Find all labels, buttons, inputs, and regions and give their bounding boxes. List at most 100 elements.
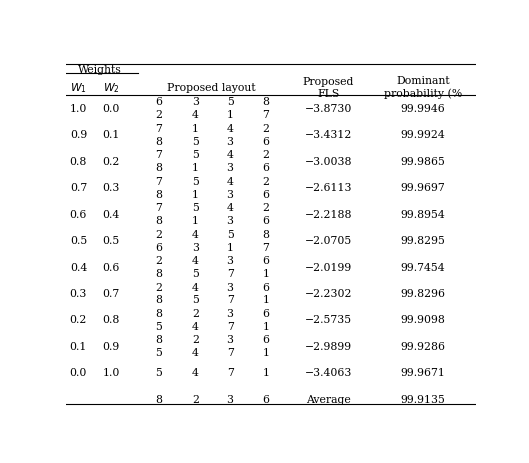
Text: 3: 3 (226, 163, 234, 173)
Text: 8: 8 (155, 189, 162, 199)
Text: 3: 3 (226, 282, 234, 292)
Text: −3.8730: −3.8730 (305, 104, 352, 114)
Text: 4: 4 (192, 256, 199, 266)
Text: 0.8: 0.8 (70, 156, 87, 166)
Text: 0.1: 0.1 (103, 130, 120, 140)
Text: 5: 5 (192, 295, 199, 305)
Text: 2: 2 (192, 308, 199, 318)
Text: 1: 1 (262, 368, 269, 377)
Text: Proposed
FLS: Proposed FLS (303, 76, 354, 99)
Text: 0.6: 0.6 (103, 262, 120, 272)
Text: 7: 7 (227, 295, 233, 305)
Text: 6: 6 (155, 242, 162, 252)
Text: 0.4: 0.4 (70, 262, 87, 272)
Text: 7: 7 (155, 124, 162, 134)
Text: 2: 2 (155, 282, 162, 292)
Text: 99.9697: 99.9697 (400, 183, 445, 193)
Text: $W_1$: $W_1$ (70, 81, 87, 94)
Text: 99.9671: 99.9671 (400, 368, 445, 377)
Text: 4: 4 (227, 124, 233, 134)
Text: 8: 8 (155, 216, 162, 225)
Text: 0.9: 0.9 (103, 341, 120, 351)
Text: 8: 8 (155, 269, 162, 278)
Text: 8: 8 (155, 295, 162, 305)
Text: 3: 3 (226, 137, 234, 146)
Text: 6: 6 (262, 394, 269, 404)
Text: 1.0: 1.0 (103, 368, 120, 377)
Text: 2: 2 (262, 203, 269, 213)
Text: 5: 5 (155, 348, 162, 357)
Text: 99.9098: 99.9098 (400, 315, 445, 325)
Text: 1.0: 1.0 (70, 104, 87, 114)
Text: 5: 5 (192, 203, 199, 213)
Text: 3: 3 (226, 189, 234, 199)
Text: 5: 5 (227, 97, 233, 107)
Text: 1: 1 (192, 163, 199, 173)
Text: 99.8954: 99.8954 (400, 209, 445, 219)
Text: 99.9946: 99.9946 (400, 104, 445, 114)
Text: 3: 3 (192, 242, 199, 252)
Text: 0.7: 0.7 (70, 183, 87, 193)
Text: 0.2: 0.2 (70, 315, 87, 325)
Text: −2.9899: −2.9899 (305, 341, 352, 351)
Text: 2: 2 (155, 110, 162, 120)
Text: 0.0: 0.0 (103, 104, 120, 114)
Text: 7: 7 (227, 368, 233, 377)
Text: 7: 7 (155, 203, 162, 213)
Text: 4: 4 (192, 282, 199, 292)
Text: 1: 1 (192, 124, 199, 134)
Text: 0.8: 0.8 (103, 315, 120, 325)
Text: 7: 7 (155, 176, 162, 187)
Text: 8: 8 (155, 137, 162, 146)
Text: 4: 4 (192, 368, 199, 377)
Text: 1: 1 (192, 216, 199, 225)
Text: 8: 8 (262, 229, 269, 239)
Text: 5: 5 (192, 176, 199, 187)
Text: 8: 8 (155, 308, 162, 318)
Text: 1: 1 (262, 269, 269, 278)
Text: −2.2188: −2.2188 (305, 209, 352, 219)
Text: 2: 2 (155, 256, 162, 266)
Text: 0.7: 0.7 (103, 288, 120, 298)
Text: 5: 5 (192, 150, 199, 160)
Text: 6: 6 (262, 282, 269, 292)
Text: 2: 2 (192, 335, 199, 344)
Text: −2.2302: −2.2302 (305, 288, 352, 298)
Text: 99.9865: 99.9865 (400, 156, 445, 166)
Text: 7: 7 (227, 348, 233, 357)
Text: 2: 2 (192, 394, 199, 404)
Text: 1: 1 (262, 321, 269, 331)
Text: 0.5: 0.5 (70, 236, 87, 245)
Text: 4: 4 (227, 176, 233, 187)
Text: 4: 4 (227, 150, 233, 160)
Text: 6: 6 (155, 97, 162, 107)
Text: 3: 3 (192, 97, 199, 107)
Text: 4: 4 (192, 110, 199, 120)
Text: 7: 7 (155, 150, 162, 160)
Text: 0.3: 0.3 (103, 183, 120, 193)
Text: 0.3: 0.3 (70, 288, 87, 298)
Text: Average: Average (306, 394, 351, 404)
Text: Proposed layout: Proposed layout (167, 83, 256, 93)
Text: −2.0199: −2.0199 (305, 262, 352, 272)
Text: 0.6: 0.6 (70, 209, 87, 219)
Text: 2: 2 (155, 229, 162, 239)
Text: 6: 6 (262, 137, 269, 146)
Text: 6: 6 (262, 216, 269, 225)
Text: −3.0038: −3.0038 (305, 156, 352, 166)
Text: 6: 6 (262, 335, 269, 344)
Text: 0.0: 0.0 (70, 368, 87, 377)
Text: 8: 8 (155, 163, 162, 173)
Text: −2.5735: −2.5735 (305, 315, 352, 325)
Text: 8: 8 (262, 97, 269, 107)
Text: 0.1: 0.1 (70, 341, 87, 351)
Text: 3: 3 (226, 308, 234, 318)
Text: 1: 1 (226, 242, 234, 252)
Text: 6: 6 (262, 256, 269, 266)
Text: 5: 5 (155, 368, 162, 377)
Text: 2: 2 (262, 176, 269, 187)
Text: 7: 7 (262, 242, 269, 252)
Text: 8: 8 (155, 335, 162, 344)
Text: 5: 5 (192, 269, 199, 278)
Text: 3: 3 (226, 394, 234, 404)
